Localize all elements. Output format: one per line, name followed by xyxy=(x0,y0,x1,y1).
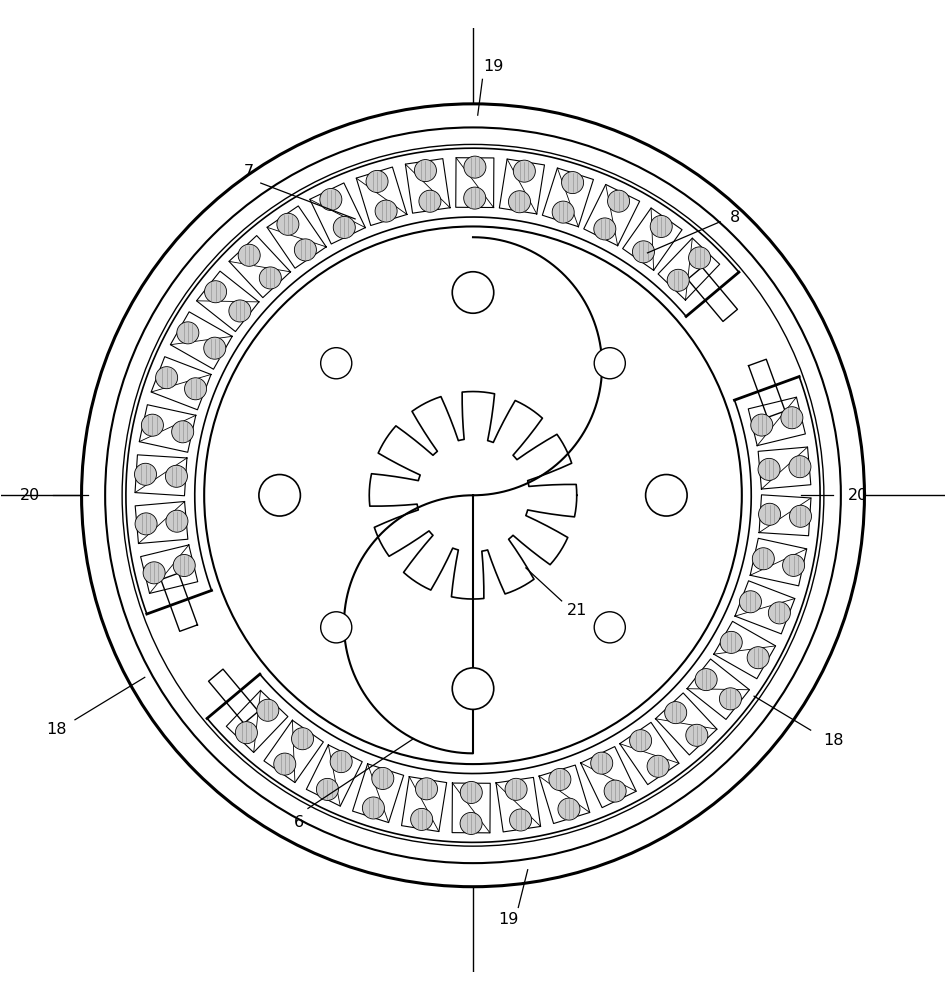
Circle shape xyxy=(135,513,157,535)
Circle shape xyxy=(665,702,687,724)
Circle shape xyxy=(411,808,432,830)
Circle shape xyxy=(143,562,166,584)
Circle shape xyxy=(277,213,299,235)
Circle shape xyxy=(552,201,574,223)
Text: 8: 8 xyxy=(730,210,741,225)
Circle shape xyxy=(464,156,486,178)
Circle shape xyxy=(256,699,279,721)
Circle shape xyxy=(203,337,226,359)
Circle shape xyxy=(630,730,652,752)
Circle shape xyxy=(747,647,769,669)
Circle shape xyxy=(510,809,532,831)
Circle shape xyxy=(780,407,803,429)
Circle shape xyxy=(321,348,352,379)
Circle shape xyxy=(259,267,281,289)
Circle shape xyxy=(294,239,316,261)
Text: 20: 20 xyxy=(20,488,40,503)
Circle shape xyxy=(419,190,441,212)
Circle shape xyxy=(590,752,613,774)
Circle shape xyxy=(645,475,687,516)
Circle shape xyxy=(508,191,531,213)
Circle shape xyxy=(177,322,199,344)
Circle shape xyxy=(105,127,841,863)
Circle shape xyxy=(768,602,791,624)
Circle shape xyxy=(633,241,655,263)
Text: 20: 20 xyxy=(848,488,868,503)
Text: 6: 6 xyxy=(293,815,304,830)
Circle shape xyxy=(740,591,762,613)
Circle shape xyxy=(689,247,710,269)
Circle shape xyxy=(166,465,187,487)
Circle shape xyxy=(789,456,811,478)
Circle shape xyxy=(505,778,527,800)
Circle shape xyxy=(330,751,352,773)
Circle shape xyxy=(650,215,673,237)
Circle shape xyxy=(607,190,630,212)
Text: 21: 21 xyxy=(567,603,587,618)
Circle shape xyxy=(316,778,339,800)
Circle shape xyxy=(415,778,438,800)
Circle shape xyxy=(362,797,384,819)
Circle shape xyxy=(366,170,388,192)
Circle shape xyxy=(414,160,436,182)
Circle shape xyxy=(460,812,482,834)
Text: 19: 19 xyxy=(499,912,519,927)
Circle shape xyxy=(238,244,260,266)
Circle shape xyxy=(782,554,805,576)
Circle shape xyxy=(81,104,865,887)
Circle shape xyxy=(236,722,257,744)
Circle shape xyxy=(122,144,824,846)
Circle shape xyxy=(594,612,625,643)
Circle shape xyxy=(321,612,352,643)
Circle shape xyxy=(562,172,584,194)
Circle shape xyxy=(667,269,690,291)
Circle shape xyxy=(461,781,482,803)
Text: 18: 18 xyxy=(45,722,66,737)
Circle shape xyxy=(173,554,195,577)
Circle shape xyxy=(464,187,485,209)
Circle shape xyxy=(752,548,775,570)
Circle shape xyxy=(604,780,626,802)
Circle shape xyxy=(790,505,812,527)
Circle shape xyxy=(452,272,494,313)
Circle shape xyxy=(155,367,178,389)
Circle shape xyxy=(719,688,742,710)
Circle shape xyxy=(452,668,494,709)
Circle shape xyxy=(204,281,227,303)
Circle shape xyxy=(333,216,356,238)
Circle shape xyxy=(720,631,743,653)
Circle shape xyxy=(695,669,717,691)
Circle shape xyxy=(204,226,742,764)
Circle shape xyxy=(171,421,194,443)
Text: 19: 19 xyxy=(483,59,504,74)
Circle shape xyxy=(134,463,156,485)
Circle shape xyxy=(291,728,313,750)
Circle shape xyxy=(594,218,616,240)
Circle shape xyxy=(514,160,535,182)
Circle shape xyxy=(549,768,570,791)
Circle shape xyxy=(229,300,251,322)
Circle shape xyxy=(273,753,296,775)
Circle shape xyxy=(259,475,301,516)
Circle shape xyxy=(759,503,780,525)
Circle shape xyxy=(141,414,164,436)
Circle shape xyxy=(184,378,206,400)
Circle shape xyxy=(647,755,669,777)
Text: 7: 7 xyxy=(243,164,254,179)
Circle shape xyxy=(594,348,625,379)
Text: 18: 18 xyxy=(823,733,844,748)
Circle shape xyxy=(320,188,342,211)
Circle shape xyxy=(686,724,708,746)
Circle shape xyxy=(558,798,580,820)
Circle shape xyxy=(758,458,780,480)
Circle shape xyxy=(372,767,394,789)
Circle shape xyxy=(166,510,188,532)
Circle shape xyxy=(376,200,397,222)
Circle shape xyxy=(751,414,773,436)
